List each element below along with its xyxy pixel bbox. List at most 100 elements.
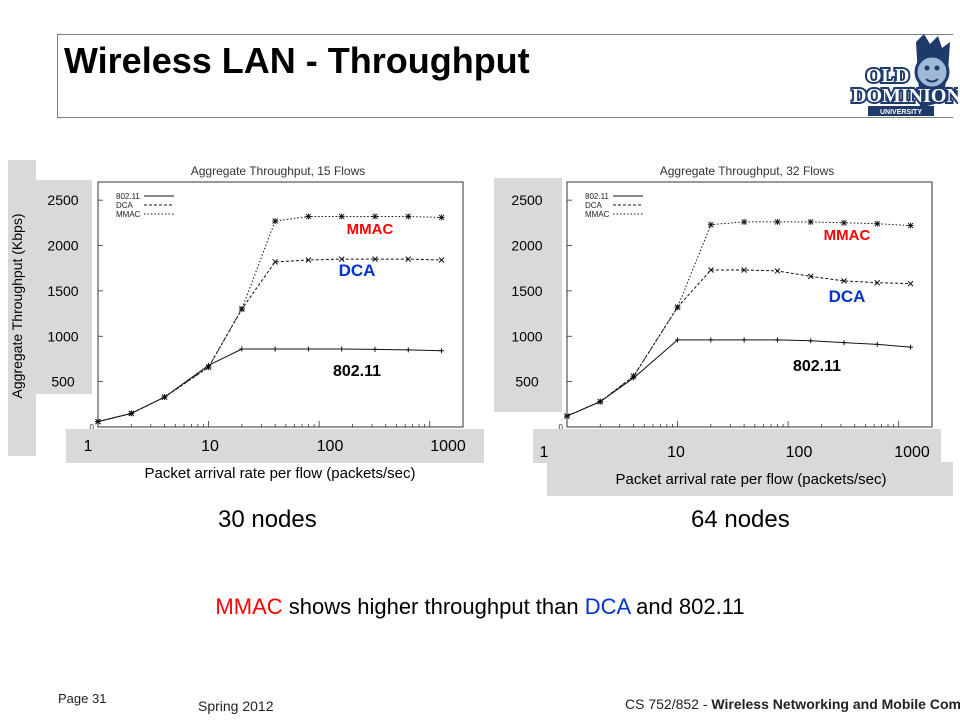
chart2-x-tick-label: 10 xyxy=(667,444,685,461)
chart1-series-2-line xyxy=(97,216,442,423)
chart1-x-tick-label: 1000 xyxy=(430,438,466,455)
chart2-series-2-point xyxy=(564,413,570,420)
chart2-series-0-point xyxy=(675,337,681,343)
chart2-series-label-2: MMAC xyxy=(824,227,871,244)
chart1-legend-label-2: MMAC xyxy=(116,210,141,219)
slide-title: Wireless LAN - Throughput xyxy=(64,40,530,81)
summary-statement: MMAC shows higher throughput than DCA an… xyxy=(0,594,960,620)
summary-dca: DCA xyxy=(584,594,630,619)
chart2-series-0-point xyxy=(808,338,814,344)
chart2-legend-label-0: 802.11 xyxy=(585,192,609,201)
chart2-series-2-point xyxy=(907,222,914,229)
chart1-y-tick-label: 1500 xyxy=(47,283,78,299)
chart2-x-tick-label: 100 xyxy=(786,444,813,461)
chart1-series-2-point xyxy=(305,213,312,220)
chart1-series-2-point xyxy=(95,418,101,425)
chart2-y-tick-label: 500 xyxy=(515,374,539,390)
chart2-series-2-point xyxy=(774,218,781,225)
summary-text-end: and 802.11 xyxy=(629,594,745,619)
chart1-series-0-point xyxy=(405,347,411,353)
chart1-series-1-point xyxy=(305,257,312,263)
chart2-x-axis-label-box xyxy=(547,462,953,496)
chart1-y-tick-label: 1000 xyxy=(47,328,78,344)
chart1-legend-label-0: 802.11 xyxy=(116,192,140,201)
chart2-series-2-point xyxy=(597,398,604,405)
chart1-x-tick-label: 10 xyxy=(201,438,219,455)
chart1-y-labels-box xyxy=(34,180,92,394)
chart2-y-labels-box xyxy=(494,178,562,412)
chart2-series-0-point xyxy=(741,337,747,343)
chart1-series-1-point xyxy=(338,256,345,262)
chart2-legend-label-2: MMAC xyxy=(585,210,610,219)
chart1-series-0-point xyxy=(239,346,245,352)
chart1-series-label-1: DCA xyxy=(339,261,376,280)
chart2-series-1-point xyxy=(807,273,814,280)
chart1-y-axis-label: Aggregate Throughput (Kbps) xyxy=(9,214,25,399)
chart2-series-2-point xyxy=(741,218,748,225)
chart1-series-1-point xyxy=(438,257,445,263)
chart1-series-1-point xyxy=(272,258,278,265)
chart1-x-axis-label: Packet arrival rate per flow (packets/se… xyxy=(145,465,416,482)
chart2-plot-area xyxy=(566,181,933,428)
chart1-plot-area xyxy=(97,181,464,428)
chart1-title: Aggregate Throughput, 15 Flows xyxy=(191,164,366,178)
chart2-y-tick-label: 2500 xyxy=(511,192,542,208)
chart2-series-0-point xyxy=(841,340,847,346)
svg-text:UNIVERSITY: UNIVERSITY xyxy=(880,109,922,116)
svg-text:OLD: OLD xyxy=(866,65,909,87)
chart2-title: Aggregate Throughput, 32 Flows xyxy=(660,164,835,178)
chart1-series-2-point xyxy=(238,306,245,313)
chart2-series-0-point xyxy=(874,341,880,347)
chart1-x-labels-box xyxy=(66,429,484,463)
chart2-series-1-point xyxy=(874,279,881,286)
footer-course-name: Wireless Networking and Mobile Computing xyxy=(711,696,960,712)
chart1-series-0-point xyxy=(272,346,278,352)
chart2-series-1-point xyxy=(907,280,914,287)
chart1-series-1-point xyxy=(372,256,378,262)
chart1-series-1-point xyxy=(405,256,412,262)
chart1-series-label-0: 802.11 xyxy=(333,363,381,380)
chart1-series-2-point xyxy=(338,213,345,220)
chart2-legend-label-1: DCA xyxy=(585,201,603,210)
chart2-series-1-point xyxy=(708,267,714,273)
chart1-x-tick-label: 1 xyxy=(84,438,93,455)
chart2-series-2-point xyxy=(707,221,714,228)
chart1-series-0-point xyxy=(305,346,311,352)
chart1-series-2-point xyxy=(405,213,412,220)
chart1-y-tick-label: 2500 xyxy=(47,192,78,208)
chart2-series-0-point xyxy=(908,344,914,350)
chart1-series-2-point xyxy=(272,218,279,225)
title-frame xyxy=(57,34,953,118)
chart2-series-2-point xyxy=(874,220,881,227)
chart2-x-labels-box xyxy=(533,429,941,463)
chart2-series-2-point xyxy=(630,373,637,380)
chart2-group: Aggregate Throughput, 32 Flows0802.11DCA… xyxy=(494,164,953,496)
chart2-series-label-0: 802.11 xyxy=(793,358,841,375)
chart1-series-2-point xyxy=(205,364,212,371)
chart1-series-1-line xyxy=(97,258,442,423)
chart2-series-label-1: DCA xyxy=(829,287,866,306)
chart2-x-axis-label: Packet arrival rate per flow (packets/se… xyxy=(616,471,887,488)
chart1-series-2-point xyxy=(161,394,168,401)
chart1-series-0-point xyxy=(339,346,345,352)
chart2-series-1-point xyxy=(774,268,781,274)
chart2-series-2-point xyxy=(807,218,814,225)
chart2-x-tick-label: 1000 xyxy=(894,444,930,461)
summary-mmac: MMAC xyxy=(215,594,283,619)
chart1-x-tick-label: 100 xyxy=(317,438,344,455)
chart2-y-tick-label: 2000 xyxy=(511,238,542,254)
chart1-series-2-point xyxy=(128,410,135,417)
chart2-series-1-point xyxy=(741,267,747,273)
footer-course: CS 752/852 - Wireless Networking and Mob… xyxy=(625,696,960,712)
chart1-y-tick-label: 2000 xyxy=(47,238,78,254)
caption-30-nodes: 30 nodes xyxy=(218,506,317,533)
chart2-y-tick-zero: 0 xyxy=(559,423,564,432)
chart1-y-tick-label: 500 xyxy=(51,374,75,390)
chart1-legend-label-1: DCA xyxy=(116,201,134,210)
chart2-x-tick-label: 1 xyxy=(540,444,549,461)
university-logo: OLD DOMINION UNIVERSITY xyxy=(850,34,958,116)
chart2-series-2-point xyxy=(674,304,681,311)
chart2-series-0-point xyxy=(774,337,780,343)
summary-text: shows higher throughput than xyxy=(282,594,585,619)
